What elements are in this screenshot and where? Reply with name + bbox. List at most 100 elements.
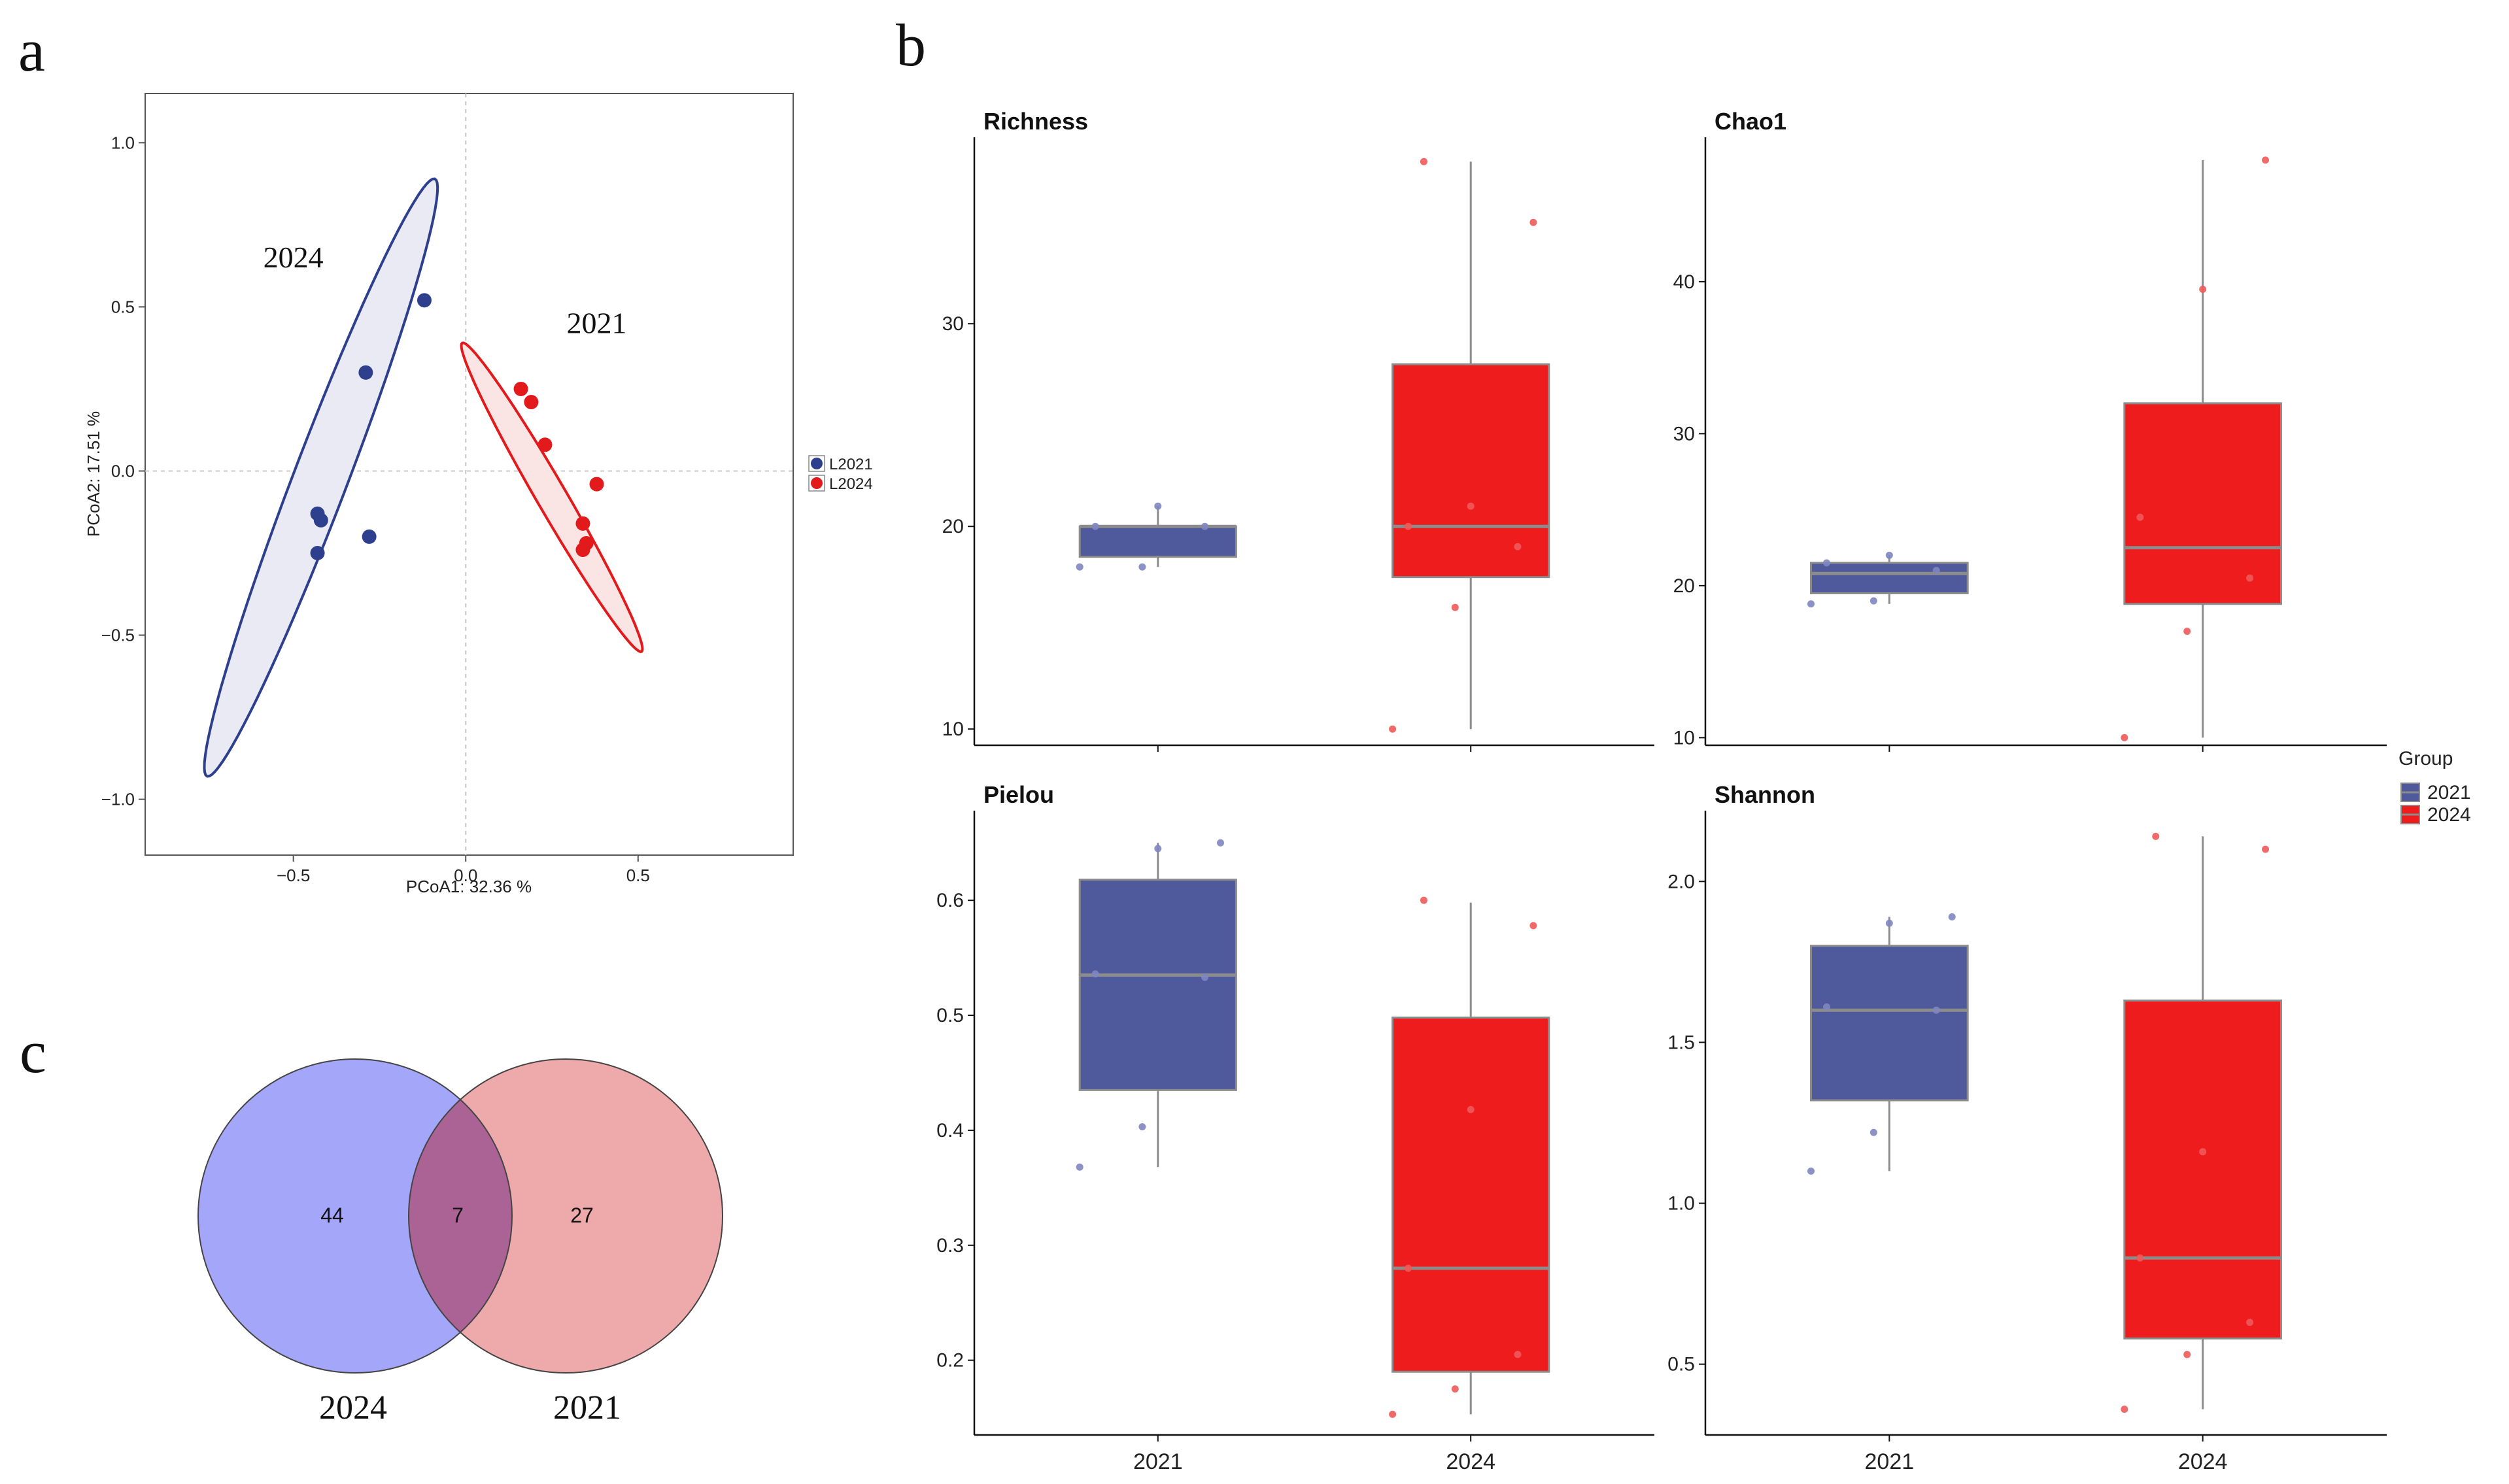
y-tick-label: 40 [1673, 271, 1695, 293]
data-point-2021 [1869, 597, 1877, 605]
point-L2024 [589, 477, 604, 492]
data-point-2024 [2152, 832, 2160, 840]
facet-shannon: Shannon 0.5 1.0 1.5 2.0 2021 2024 [1667, 781, 2387, 1474]
point-L2024 [524, 395, 539, 410]
x-tick-label: 0.0 [454, 866, 477, 885]
facet-title: Chao1 [1715, 108, 1786, 135]
data-point-2024 [1420, 896, 1427, 904]
data-point-2024 [2246, 1319, 2254, 1326]
venn-count-2024-only: 44 [320, 1204, 344, 1227]
panel-a-x-axis-label: PCoA1: 32.36 % [406, 877, 532, 896]
y-tick-label: 1.5 [1667, 1032, 1695, 1053]
data-point-2024 [2121, 734, 2128, 741]
y-tick-label: 10 [1673, 727, 1695, 749]
venn-count-shared: 7 [452, 1204, 464, 1227]
data-point-2024 [2121, 1406, 2128, 1413]
facet-title: Pielou [983, 781, 1054, 808]
box-2021 [1078, 879, 1237, 1091]
panel-a-plot-frame [145, 93, 794, 856]
data-point-2024 [2136, 513, 2144, 521]
panel-b: b Richness 10 20 30 Chao1 10 20 30 40 Pielou 0.2 0.… [896, 12, 2471, 1474]
venn-count-2021-only: 27 [570, 1204, 594, 1227]
venn-intersection [409, 1059, 512, 1373]
data-point-2021 [1076, 1163, 1084, 1171]
data-point-2024 [1451, 1385, 1459, 1393]
y-tick-label: 0.5 [1667, 1354, 1695, 1375]
facet-pielou: Pielou 0.2 0.3 0.4 0.5 0.6 2021 2024 [936, 781, 1654, 1474]
y-tick-label: 1.0 [111, 133, 135, 152]
box-2024 [2123, 999, 2282, 1340]
ellipse-label: 2021 [567, 307, 627, 340]
box-2021 [1078, 525, 1237, 558]
data-point-2024 [2199, 1148, 2207, 1156]
data-point-2024 [2183, 628, 2191, 635]
point-L2021 [362, 529, 377, 544]
venn-outline-2024 [197, 1058, 513, 1374]
y-tick-label: 1.0 [1667, 1193, 1695, 1215]
data-point-2024 [1529, 922, 1537, 930]
x-tick-label: 0.5 [626, 866, 650, 885]
data-point-2021 [1807, 1167, 1815, 1175]
facet-title: Shannon [1715, 781, 1815, 808]
box-2021 [1810, 945, 1969, 1102]
data-point-2021 [1154, 845, 1162, 852]
legend-key-L2021 [811, 458, 823, 469]
panel-c-letter: c [20, 1019, 46, 1085]
data-point-2024 [2246, 574, 2254, 582]
data-point-2024 [1405, 1264, 1412, 1272]
data-point-2021 [1154, 502, 1162, 510]
x-tick-label: 2024 [2178, 1449, 2228, 1474]
data-point-2021 [1932, 1006, 1940, 1014]
data-point-2024 [1451, 603, 1459, 611]
facet-title: Richness [983, 108, 1088, 135]
y-tick-label: 0.2 [936, 1350, 964, 1372]
y-tick-label: 30 [942, 313, 964, 335]
data-point-2021 [1201, 973, 1209, 981]
panel-a-y-axis-label: PCoA2: 17.51 % [84, 411, 103, 537]
y-tick-label: 0.5 [111, 297, 135, 316]
venn-outline-2021 [408, 1058, 723, 1374]
y-tick-label: 30 [1673, 423, 1695, 445]
data-point-2024 [1514, 543, 1522, 550]
data-point-2021 [1932, 567, 1940, 575]
data-point-2021 [1138, 563, 1146, 571]
point-L2024 [575, 542, 590, 557]
y-tick-label: −1.0 [101, 790, 135, 809]
y-tick-label: 10 [942, 718, 964, 740]
x-tick-label: 2021 [1133, 1449, 1183, 1474]
data-point-2021 [1869, 1128, 1877, 1136]
x-tick-label: 2024 [1446, 1449, 1495, 1474]
y-tick-label: 0.6 [936, 890, 964, 911]
confidence-ellipse-L2024 [460, 341, 644, 653]
panel-b-facets: Richness 10 20 30 Chao1 10 20 30 40 Pielou 0.2 0.3 0… [936, 108, 2387, 1474]
ellipse-label: 2024 [264, 241, 324, 274]
data-point-2021 [1216, 839, 1224, 847]
y-tick-label: 20 [942, 516, 964, 537]
box-2024 [1391, 363, 1550, 579]
y-tick-label: −0.5 [101, 626, 135, 645]
legend-label-2024: 2024 [2427, 804, 2471, 826]
y-tick-label: 2.0 [1667, 871, 1695, 892]
data-point-2024 [2199, 286, 2207, 293]
data-point-2021 [1138, 1123, 1146, 1131]
data-point-2024 [1389, 1410, 1397, 1418]
venn-label-2024: 2024 [319, 1389, 387, 1426]
data-point-2024 [1467, 1105, 1475, 1113]
legend-label-2021: 2021 [2427, 782, 2471, 803]
data-point-2024 [2262, 845, 2270, 853]
point-L2024 [575, 516, 590, 531]
confidence-ellipse-L2021 [203, 177, 439, 778]
data-point-2021 [1885, 919, 1893, 927]
panel-a-legend: L2021 L2024 [808, 455, 873, 493]
data-point-2021 [1948, 913, 1956, 920]
point-L2021 [310, 546, 325, 561]
box-2024 [2123, 402, 2282, 605]
y-tick-label: 0.5 [936, 1005, 964, 1026]
data-point-2021 [1807, 600, 1815, 608]
data-point-2024 [1405, 522, 1412, 530]
legend-title: Group [2398, 748, 2453, 769]
venn-label-2021: 2021 [553, 1389, 621, 1426]
y-tick-label: 0.3 [936, 1235, 964, 1256]
point-L2024 [513, 381, 528, 396]
